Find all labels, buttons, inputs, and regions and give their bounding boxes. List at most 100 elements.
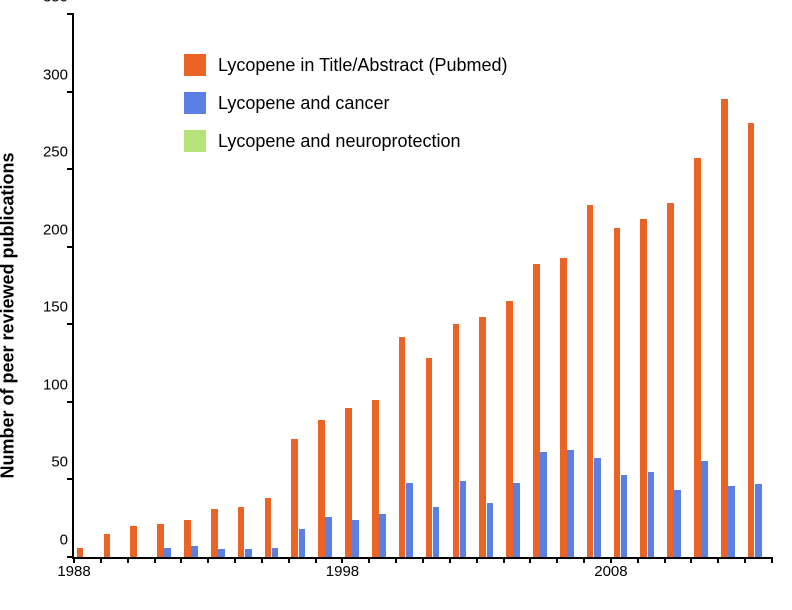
- x-tick-mark: [100, 557, 102, 563]
- x-tick-label: 1998: [326, 563, 359, 580]
- x-tick-mark: [180, 557, 182, 563]
- bar-lycopene_pubmed: [345, 408, 352, 557]
- bar-lycopene_pubmed: [157, 524, 164, 557]
- bar-lycopene_cancer: [460, 481, 467, 557]
- bar-lycopene_cancer: [674, 490, 681, 557]
- bar-lycopene_cancer: [540, 452, 547, 557]
- bar-lycopene_cancer: [164, 548, 171, 557]
- x-tick-mark: [556, 557, 558, 563]
- x-tick-mark: [73, 557, 75, 563]
- bar-lycopene_cancer: [272, 548, 279, 557]
- bar-lycopene_cancer: [406, 483, 413, 557]
- legend-swatch-neuro: [184, 130, 206, 152]
- legend-label-pubmed: Lycopene in Title/Abstract (Pubmed): [218, 55, 507, 76]
- x-tick-mark: [127, 557, 129, 563]
- x-tick-mark: [744, 557, 746, 563]
- legend-label-cancer: Lycopene and cancer: [218, 93, 389, 114]
- bar-lycopene_cancer: [755, 484, 762, 557]
- legend-item-pubmed: Lycopene in Title/Abstract (Pubmed): [184, 54, 507, 76]
- x-tick-mark: [234, 557, 236, 563]
- legend-swatch-cancer: [184, 92, 206, 114]
- bar-lycopene_pubmed: [748, 123, 755, 557]
- bar-lycopene_pubmed: [640, 219, 647, 557]
- bar-lycopene_cancer: [567, 450, 574, 557]
- y-tick-label: 300: [43, 66, 68, 83]
- bar-lycopene_pubmed: [265, 498, 272, 557]
- bar-lycopene_cancer: [487, 503, 494, 557]
- x-tick-label: 2008: [594, 563, 627, 580]
- x-tick-mark: [503, 557, 505, 563]
- bar-lycopene_cancer: [245, 549, 252, 557]
- y-tick-label: 250: [43, 144, 68, 161]
- bar-lycopene_cancer: [191, 546, 198, 557]
- bar-lycopene_pubmed: [721, 99, 728, 557]
- y-tick-label: 350: [43, 0, 68, 6]
- bar-lycopene_pubmed: [694, 158, 701, 557]
- bar-lycopene_pubmed: [533, 264, 540, 557]
- bar-lycopene_pubmed: [238, 507, 245, 557]
- bar-lycopene_pubmed: [426, 358, 433, 557]
- y-axis-title: Number of peer reviewed publications: [0, 152, 19, 478]
- bar-lycopene_pubmed: [614, 228, 621, 557]
- legend-item-neuro: Lycopene and neuroprotection: [184, 130, 507, 152]
- y-tick-mark: [67, 13, 74, 15]
- bar-lycopene_cancer: [513, 483, 520, 557]
- x-tick-label: 1988: [57, 563, 90, 580]
- legend-label-neuro: Lycopene and neuroprotection: [218, 131, 461, 152]
- bar-lycopene_pubmed: [399, 337, 406, 557]
- x-tick-mark: [288, 557, 290, 563]
- bar-lycopene_pubmed: [587, 205, 594, 557]
- x-tick-mark: [154, 557, 156, 563]
- y-tick-label: 50: [51, 454, 68, 471]
- x-tick-mark: [664, 557, 666, 563]
- bar-lycopene_cancer: [325, 517, 332, 557]
- bar-lycopene_cancer: [433, 507, 440, 557]
- bar-lycopene_pubmed: [318, 420, 325, 557]
- y-tick-mark: [67, 401, 74, 403]
- x-tick-mark: [637, 557, 639, 563]
- bar-lycopene_pubmed: [211, 509, 218, 557]
- x-tick-mark: [771, 557, 773, 563]
- x-tick-mark: [315, 557, 317, 563]
- y-tick-label: 200: [43, 221, 68, 238]
- bar-lycopene_cancer: [218, 549, 225, 557]
- x-tick-mark: [583, 557, 585, 563]
- bar-lycopene_cancer: [728, 486, 735, 557]
- bar-lycopene_pubmed: [104, 534, 111, 557]
- bar-lycopene_cancer: [621, 475, 628, 557]
- x-tick-mark: [717, 557, 719, 563]
- bar-lycopene_pubmed: [291, 439, 298, 557]
- y-tick-label: 100: [43, 376, 68, 393]
- bar-lycopene_cancer: [379, 514, 386, 557]
- x-tick-mark: [529, 557, 531, 563]
- bar-lycopene_cancer: [299, 529, 306, 557]
- bar-lycopene_pubmed: [479, 317, 486, 557]
- x-tick-mark: [422, 557, 424, 563]
- legend-item-cancer: Lycopene and cancer: [184, 92, 507, 114]
- x-tick-mark: [395, 557, 397, 563]
- x-tick-mark: [476, 557, 478, 563]
- x-tick-mark: [261, 557, 263, 563]
- bar-lycopene_pubmed: [77, 548, 84, 557]
- plot-area: Lycopene in Title/Abstract (Pubmed) Lyco…: [72, 14, 772, 559]
- bar-lycopene_cancer: [594, 458, 601, 557]
- bar-lycopene_pubmed: [184, 520, 191, 557]
- x-tick-mark: [690, 557, 692, 563]
- bar-lycopene_cancer: [701, 461, 708, 557]
- y-tick-label: 150: [43, 299, 68, 316]
- chart-container: Number of peer reviewed publications Lyc…: [0, 0, 792, 610]
- bar-lycopene_cancer: [648, 472, 655, 557]
- legend: Lycopene in Title/Abstract (Pubmed) Lyco…: [184, 54, 507, 168]
- bar-lycopene_pubmed: [506, 301, 513, 557]
- y-tick-mark: [67, 168, 74, 170]
- y-tick-mark: [67, 478, 74, 480]
- y-tick-label: 0: [60, 532, 68, 549]
- legend-swatch-pubmed: [184, 54, 206, 76]
- bar-lycopene_pubmed: [667, 203, 674, 557]
- bar-lycopene_cancer: [352, 520, 359, 557]
- x-tick-mark: [368, 557, 370, 563]
- x-tick-mark: [207, 557, 209, 563]
- y-tick-mark: [67, 91, 74, 93]
- bar-lycopene_pubmed: [560, 258, 567, 557]
- bar-lycopene_pubmed: [130, 526, 137, 557]
